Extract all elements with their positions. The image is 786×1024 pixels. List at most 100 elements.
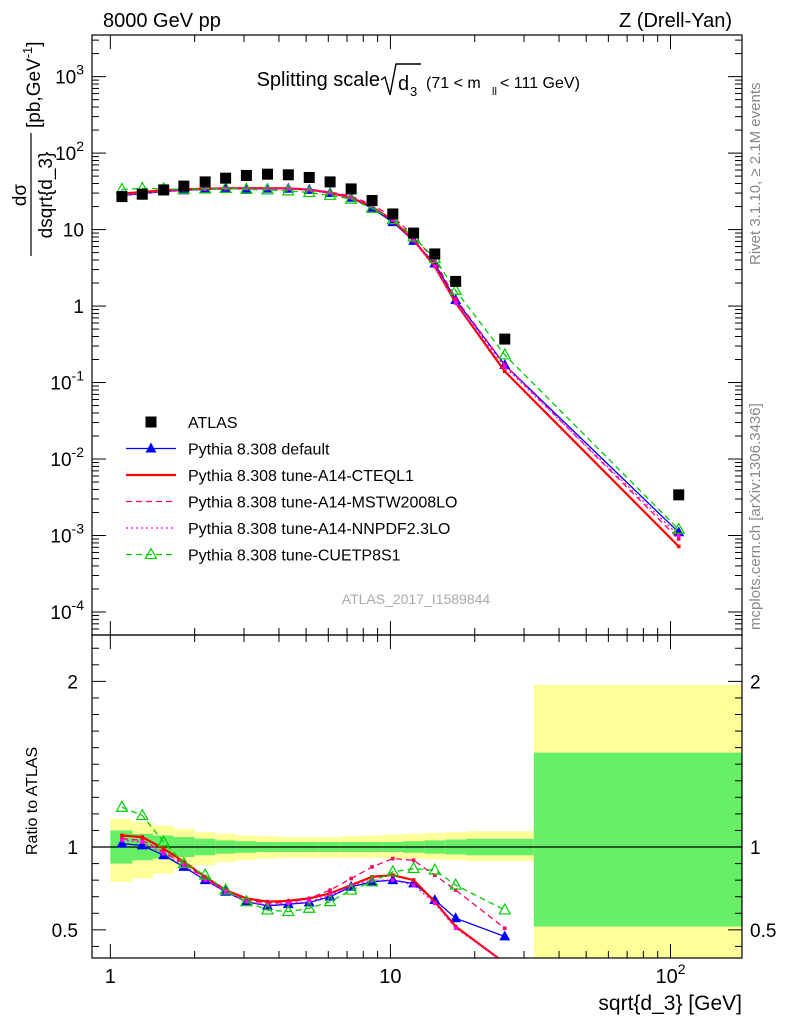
data-point (307, 188, 312, 192)
y-label-unit-sup: -1 (20, 47, 35, 59)
data-point (157, 834, 171, 847)
data-point (136, 188, 148, 200)
data-point (432, 264, 437, 269)
data-point (161, 846, 166, 851)
x-tick-label: 10 (379, 966, 401, 988)
y-tick-label-base: 10 (55, 144, 76, 165)
series-pythia-8-308-tune-a14-mstw2008lo (120, 186, 681, 541)
data-point (302, 901, 316, 913)
y-tick-label-base: 10 (50, 603, 71, 624)
data-point (177, 856, 191, 869)
x-tick-label: 102 (655, 961, 685, 988)
y-tick-label-exp: -4 (72, 597, 85, 613)
data-point (449, 877, 463, 890)
y-tick-label-base: 10 (50, 450, 71, 471)
data-point (453, 926, 458, 930)
data-point (161, 851, 166, 856)
y-label-numerator: dσ (10, 184, 31, 207)
y-tick-label: 10-4 (50, 597, 84, 624)
data-point (144, 547, 158, 560)
data-point (140, 835, 145, 839)
data-point (265, 186, 270, 191)
plot-title-range-end: < 111 GeV) (500, 75, 580, 92)
data-point (673, 489, 685, 501)
data-point (261, 902, 274, 915)
series-line (121, 187, 680, 540)
y-label-unit: [pb,GeV-1] (20, 41, 45, 128)
data-point (244, 899, 249, 904)
x-tick-label-exp: 2 (678, 961, 686, 977)
series-line (121, 187, 680, 548)
data-point (672, 522, 686, 535)
y-tick-label-base: 10 (50, 374, 71, 395)
data-point (116, 837, 128, 848)
data-point (386, 864, 400, 877)
header-left: 8000 GeV pp (103, 10, 221, 32)
data-point (115, 800, 129, 812)
data-point (498, 902, 512, 915)
data-point (323, 894, 337, 907)
data-point (411, 878, 416, 882)
data-point (502, 369, 507, 374)
data-point (498, 347, 512, 360)
sqrt-sign (380, 63, 421, 96)
data-point (345, 183, 357, 195)
data-point (182, 863, 186, 868)
data-point (198, 867, 212, 880)
legend-item: Pythia 8.308 default (126, 442, 330, 459)
y-tick-label: 103 (55, 62, 84, 89)
data-point (261, 182, 274, 195)
y-tick-label: 10 (63, 221, 84, 242)
ratio-y-tick-label: 2 (67, 672, 78, 693)
ratio-y-tick-label-right: 0.5 (750, 921, 776, 942)
data-point (239, 894, 253, 907)
data-point (120, 833, 124, 838)
y-tick-label-base: 10 (55, 68, 76, 89)
data-point (349, 876, 353, 881)
main-frame (91, 34, 743, 636)
plot-title-symbol: d (398, 73, 409, 95)
data-point (198, 181, 212, 194)
data-point (391, 873, 395, 877)
data-point (365, 201, 379, 213)
legend-label: Pythia 8.308 default (188, 442, 330, 459)
data-point (365, 874, 379, 887)
ratio-y-tick-label: 1 (67, 838, 78, 859)
y-label-unit-main: [pb,GeV (24, 58, 45, 128)
data-point (349, 195, 353, 200)
data-point (116, 191, 128, 203)
data-point (429, 894, 441, 904)
data-point (136, 839, 148, 850)
data-point (503, 961, 507, 965)
x-axis-label: sqrt{d_3} [GeV] (598, 992, 742, 1015)
data-point (429, 248, 441, 260)
data-point (408, 227, 420, 239)
series-atlas (116, 168, 685, 501)
data-point (281, 183, 295, 196)
data-point (261, 168, 273, 180)
data-point (328, 888, 332, 892)
data-point (203, 878, 207, 882)
mcplots-label: mcplots.cern.ch [arXiv:1306.3436] (747, 403, 764, 630)
data-point (453, 301, 458, 305)
rivet-label: Rivet 3.1.10, ≥ 2.1M events (747, 83, 764, 266)
y-tick-label-exp: -2 (72, 444, 85, 460)
y-tick-label-exp: -3 (72, 520, 85, 536)
stat-uncertainty-band (533, 752, 742, 927)
data-point (344, 882, 358, 895)
data-point (120, 838, 124, 843)
data-point (450, 912, 462, 923)
data-point (145, 416, 157, 428)
data-point (502, 363, 507, 367)
ratio-bands (110, 684, 742, 958)
data-point (145, 442, 157, 453)
data-point (286, 186, 291, 191)
x-tick-label: 1 (105, 966, 116, 988)
data-point (408, 877, 420, 888)
data-point (387, 208, 399, 220)
data-point (370, 204, 374, 209)
plot-title-text: Splitting scale (257, 69, 380, 91)
data-point (449, 283, 463, 296)
data-point (453, 888, 458, 892)
